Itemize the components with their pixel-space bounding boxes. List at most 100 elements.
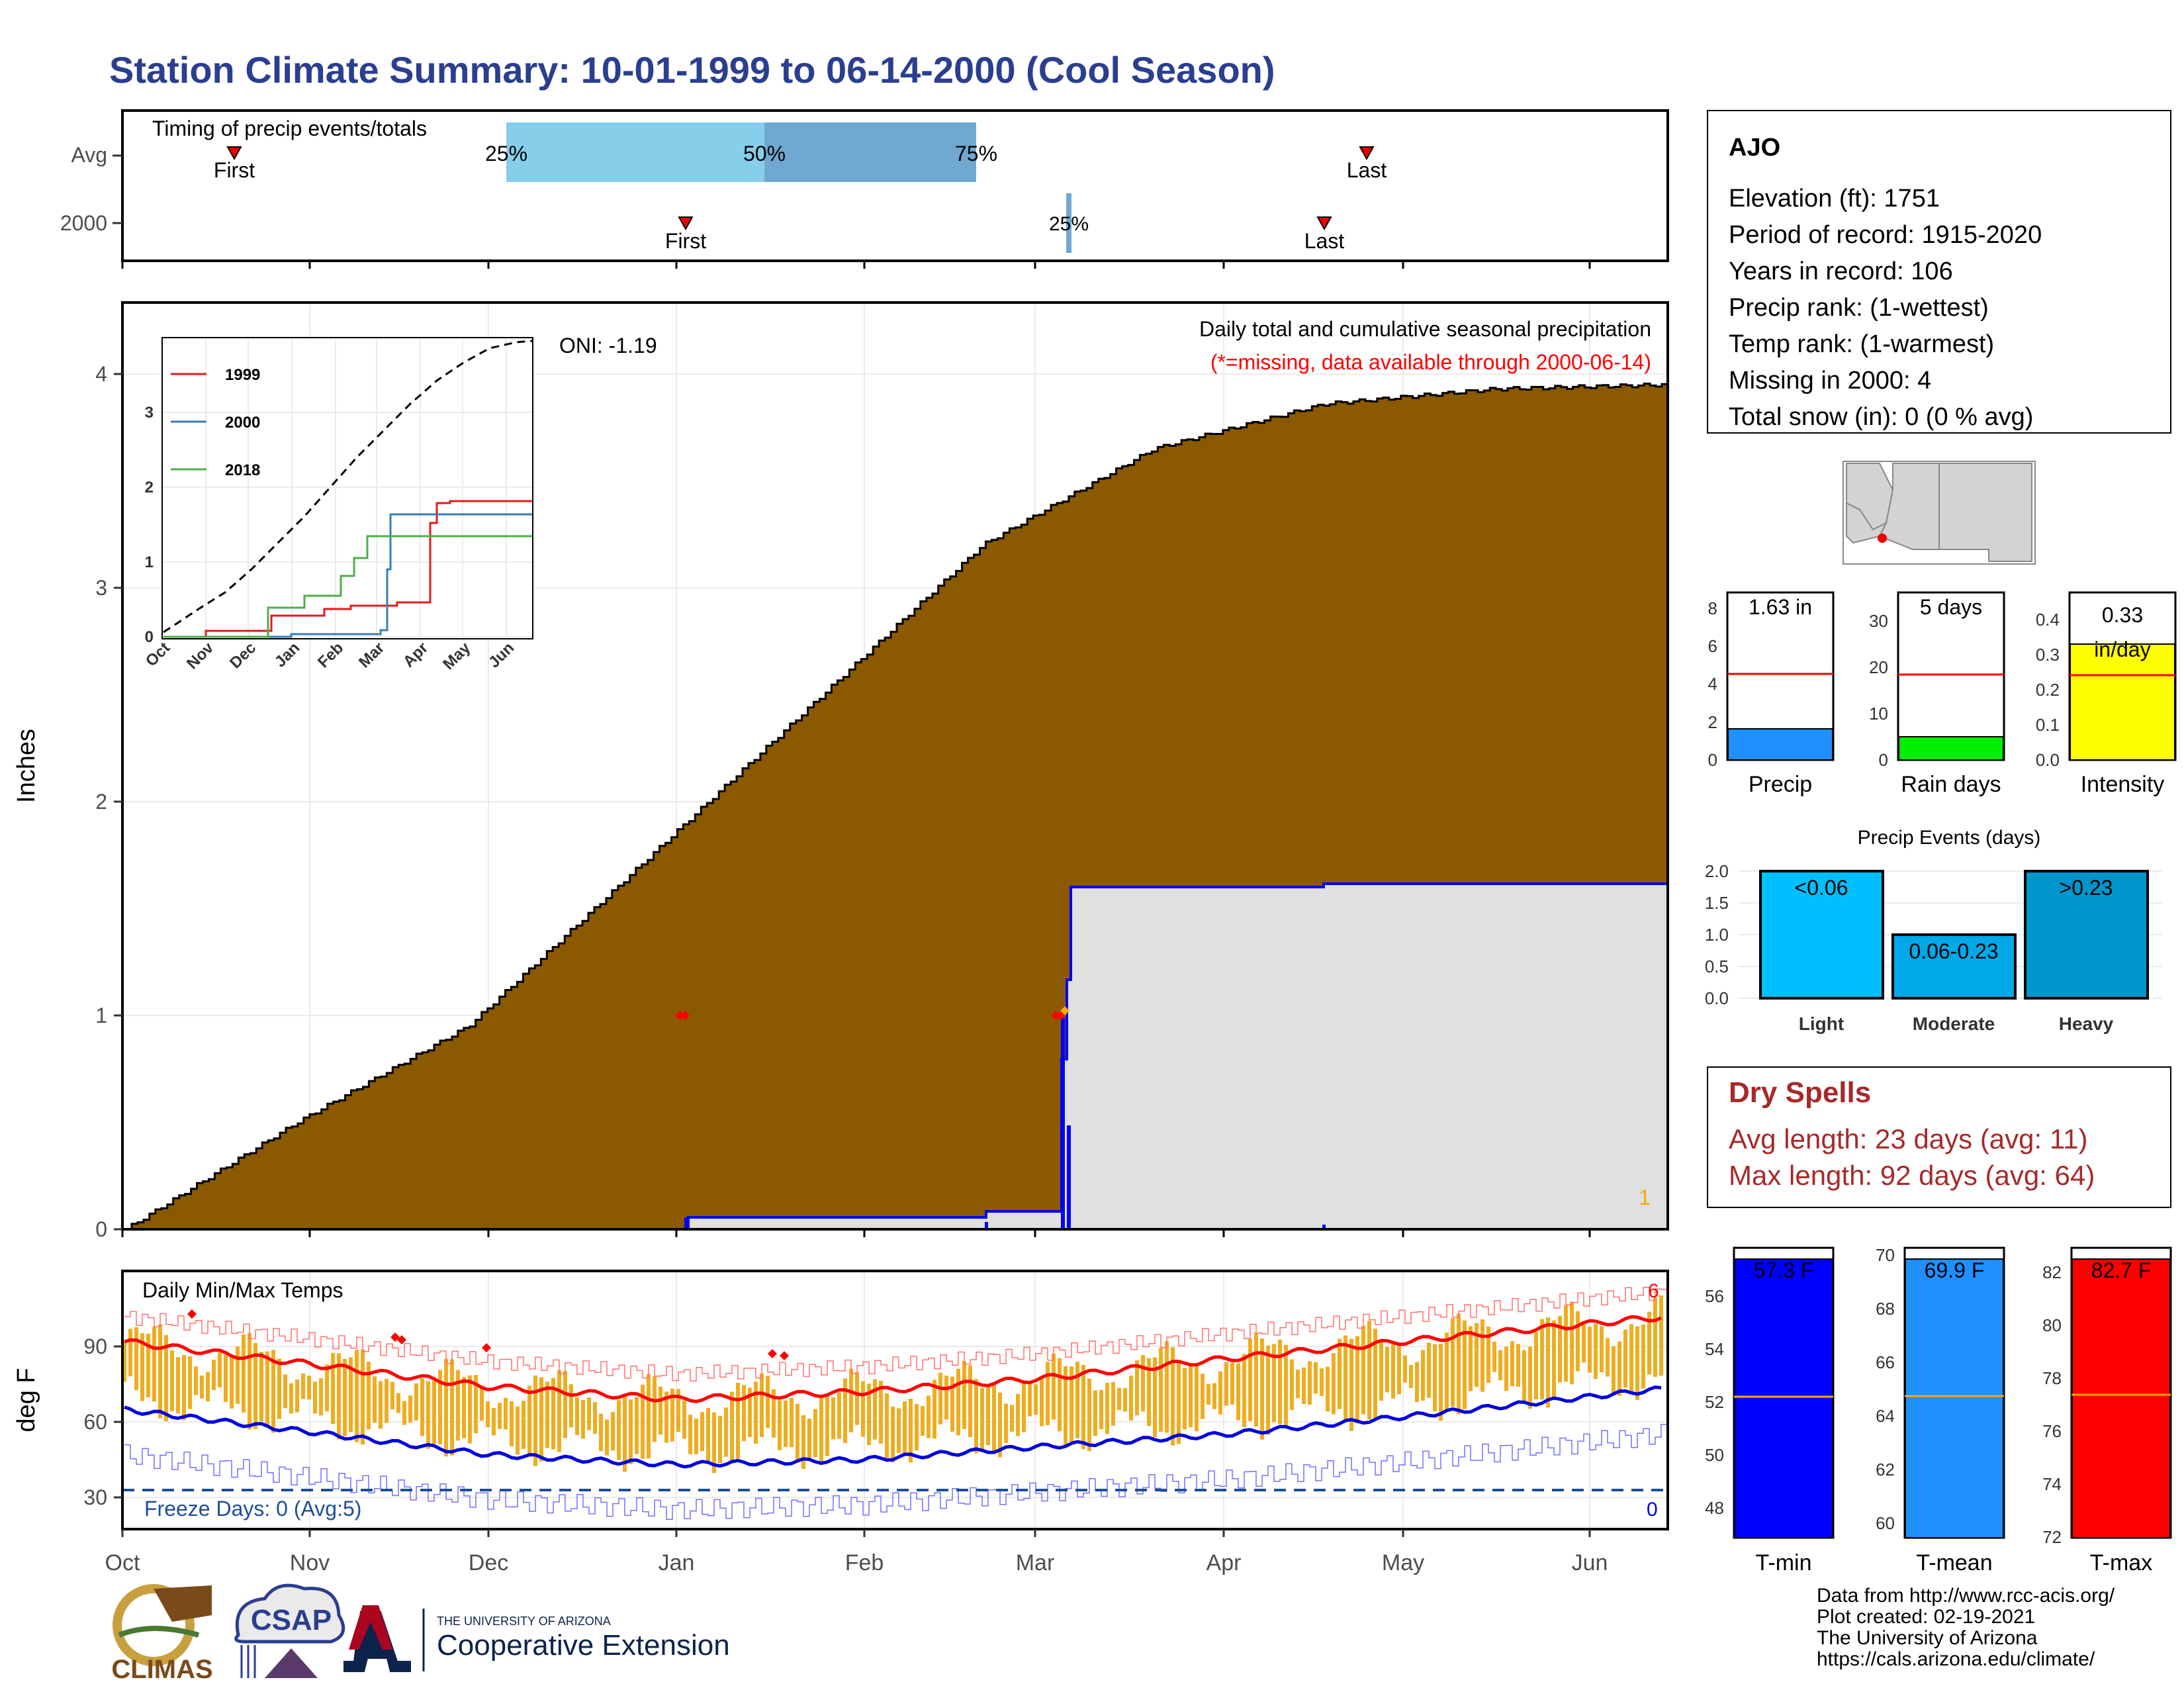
daily-temp-bar: [516, 1406, 520, 1455]
daily-temp-bar: [349, 1357, 353, 1432]
daily-temp-bar: [1314, 1362, 1318, 1394]
daily-temp-bar: [915, 1404, 919, 1451]
daily-temp-bar: [1189, 1365, 1193, 1428]
temp-panel: Daily Min/Max Temps Freeze Days: 0 (Avg:…: [13, 1270, 1669, 1575]
daily-temp-bar: [980, 1387, 984, 1452]
daily-temp-bar: [1469, 1326, 1473, 1391]
tmin-summary-chart: 57.3 F 48 50 52 54 56 T-min: [1705, 1246, 1835, 1575]
daily-temp-bar: [1623, 1329, 1627, 1388]
daily-temp-bar: [1147, 1358, 1151, 1427]
avg-max-line: [124, 1315, 1662, 1403]
station-line: Years in record: 106: [1729, 258, 1953, 285]
daily-temp-bar: [968, 1365, 972, 1437]
daily-temp-bar: [1349, 1338, 1353, 1431]
daily-temp-bar: [629, 1399, 633, 1464]
daily-temp-bar: [319, 1378, 323, 1416]
footer-line: Plot created: 02-19-2021: [1817, 1606, 2035, 1628]
daily-temp-bar: [468, 1375, 472, 1444]
avg-p50-label: 50%: [743, 142, 786, 165]
daily-temp-bar: [682, 1400, 686, 1439]
daily-temp-bars: [122, 1295, 1663, 1474]
tmax-label: T-max: [2090, 1550, 2152, 1575]
daily-temp-bar: [599, 1413, 603, 1452]
events-y-tick: 1.5: [1705, 893, 1729, 913]
daily-temp-bar: [1433, 1344, 1437, 1411]
daily-temp-bar: [1290, 1359, 1294, 1411]
event-bar-light: [1759, 870, 1884, 1000]
daily-temp-bar: [1010, 1405, 1014, 1432]
daily-temp-bar: [456, 1370, 460, 1441]
daily-temp-bar: [355, 1350, 359, 1442]
precip-events-title: Precip Events (days): [1858, 827, 2041, 849]
daily-temp-bar: [1546, 1317, 1550, 1408]
daily-temp-bar: [337, 1353, 341, 1440]
daily-temp-bar: [551, 1378, 555, 1450]
y2000-first-marker: [678, 216, 694, 231]
daily-temp-bar: [313, 1382, 317, 1414]
inset-legend: 1999 2000 2018: [171, 366, 260, 479]
daily-temp-bar: [1332, 1353, 1336, 1415]
daily-temp-bar: [533, 1376, 537, 1466]
daily-temp-bar: [1111, 1382, 1115, 1426]
daily-temp-bar: [1195, 1364, 1199, 1432]
daily-temp-bar: [432, 1380, 436, 1444]
daily-temp-bar: [1641, 1324, 1645, 1389]
station-line: Period of record: 1915-2020: [1729, 221, 2042, 249]
inset-y-tick: 2: [145, 479, 154, 496]
daily-temp-bar: [790, 1397, 794, 1448]
daily-temp-bar: [1052, 1353, 1056, 1420]
daily-temp-bar: [385, 1378, 388, 1423]
tmax-y-tick: 80: [2042, 1315, 2062, 1335]
rain-days-y-tick: 30: [1869, 611, 1888, 631]
inset-line-2018: [163, 535, 533, 638]
daily-temp-bar: [605, 1419, 609, 1456]
daily-temp-bar: [1236, 1363, 1240, 1421]
daily-temp-bar: [1254, 1333, 1258, 1427]
daily-temp-bar: [367, 1362, 371, 1430]
y2000-last-label: Last: [1304, 229, 1345, 253]
daily-temp-bar: [1201, 1374, 1205, 1419]
daily-temp-bar: [1570, 1301, 1574, 1385]
daily-temp-bar: [164, 1335, 168, 1421]
tmean-y-tick: 70: [1876, 1245, 1895, 1265]
daily-temp-bar: [1302, 1367, 1306, 1404]
month-tick: Jun: [1572, 1550, 1608, 1575]
daily-temp-bar: [1457, 1313, 1461, 1415]
daily-temp-bar: [1212, 1383, 1216, 1409]
daily-temp-bar: [653, 1376, 657, 1442]
avg-p25-label: 25%: [485, 142, 527, 165]
daily-temp-bar: [1600, 1326, 1604, 1372]
daily-temp-bar: [1516, 1344, 1520, 1387]
footer-line: Data from http://www.rcc-acis.org/: [1817, 1585, 2115, 1607]
station-info-box: AJO Elevation (ft): 1751 Period of recor…: [1707, 110, 2171, 434]
intensity-y-tick: 0.4: [2036, 610, 2060, 630]
station-location-dot: [1878, 534, 1887, 543]
daily-temp-bar: [1463, 1320, 1467, 1409]
daily-temp-bar: [206, 1372, 210, 1402]
daily-temp-bar: [1635, 1326, 1639, 1400]
events-y-tick: 2.0: [1705, 861, 1729, 881]
daily-temp-bar: [373, 1376, 377, 1423]
event-bar-label: >0.23: [2060, 876, 2113, 900]
daily-temp-bar: [402, 1401, 406, 1425]
daily-temp-bar: [796, 1403, 799, 1463]
daily-temp-bar: [1612, 1346, 1615, 1393]
daily-temp-bar: [527, 1385, 531, 1454]
daily-temp-bar: [1415, 1362, 1419, 1402]
events-y-tick: 0.5: [1705, 957, 1729, 976]
tmin-value-label: 57.3 F: [1754, 1258, 1814, 1282]
daily-temp-bar: [647, 1374, 651, 1459]
daily-temp-bar: [688, 1415, 692, 1454]
temp-count-top: 6: [1648, 1280, 1659, 1302]
daily-temp-bar: [1058, 1358, 1062, 1432]
month-tick: Apr: [1206, 1550, 1242, 1575]
daily-temp-bar: [1528, 1346, 1532, 1409]
daily-temp-bar: [962, 1361, 966, 1429]
temp-y-tick: 90: [83, 1335, 107, 1358]
avg-last-marker: [1359, 146, 1375, 161]
daily-temp-bar: [944, 1376, 948, 1420]
daily-temp-bar: [1260, 1338, 1264, 1440]
freeze-label: Freeze Days: 0 (Avg:5): [144, 1497, 361, 1521]
daily-temp-bar: [992, 1385, 996, 1453]
daily-temp-bar: [1218, 1371, 1222, 1415]
